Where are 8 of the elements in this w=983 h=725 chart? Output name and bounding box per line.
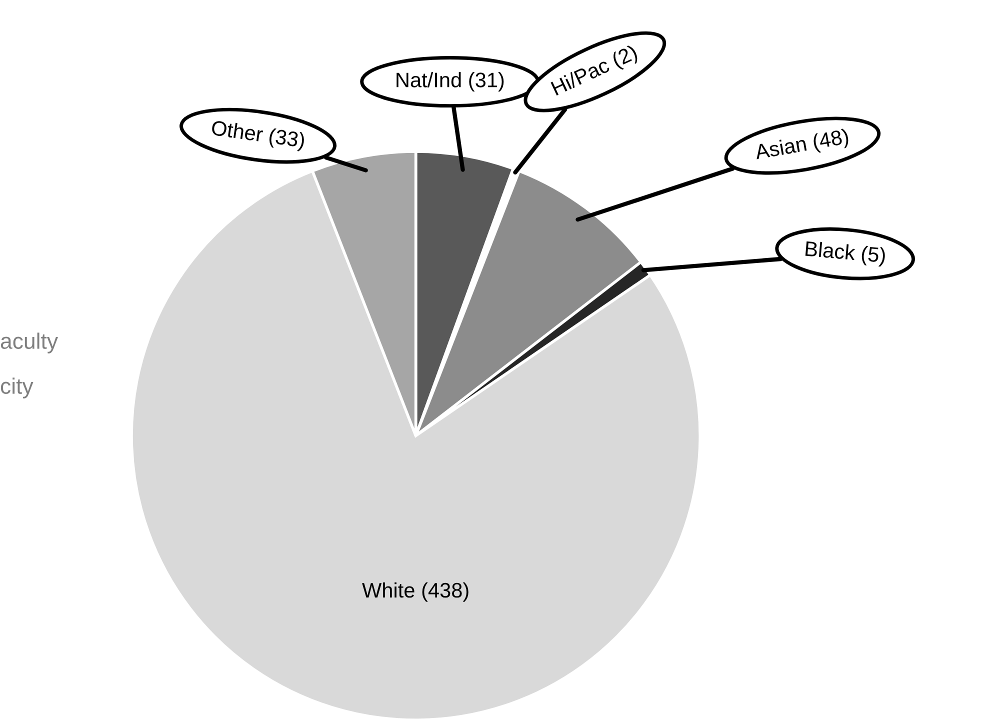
slice-label: Hi/Pac (2)	[550, 44, 640, 100]
slice-label: Asian (48)	[754, 128, 850, 164]
slice-label: Other (33)	[210, 120, 306, 152]
text: city	[0, 378, 34, 398]
slice-label: Black (5)	[805, 240, 886, 267]
slice-label: Nat/Ind (31)	[396, 72, 504, 92]
slice-label: White (438)	[362, 582, 468, 602]
text: aculty	[0, 332, 58, 354]
